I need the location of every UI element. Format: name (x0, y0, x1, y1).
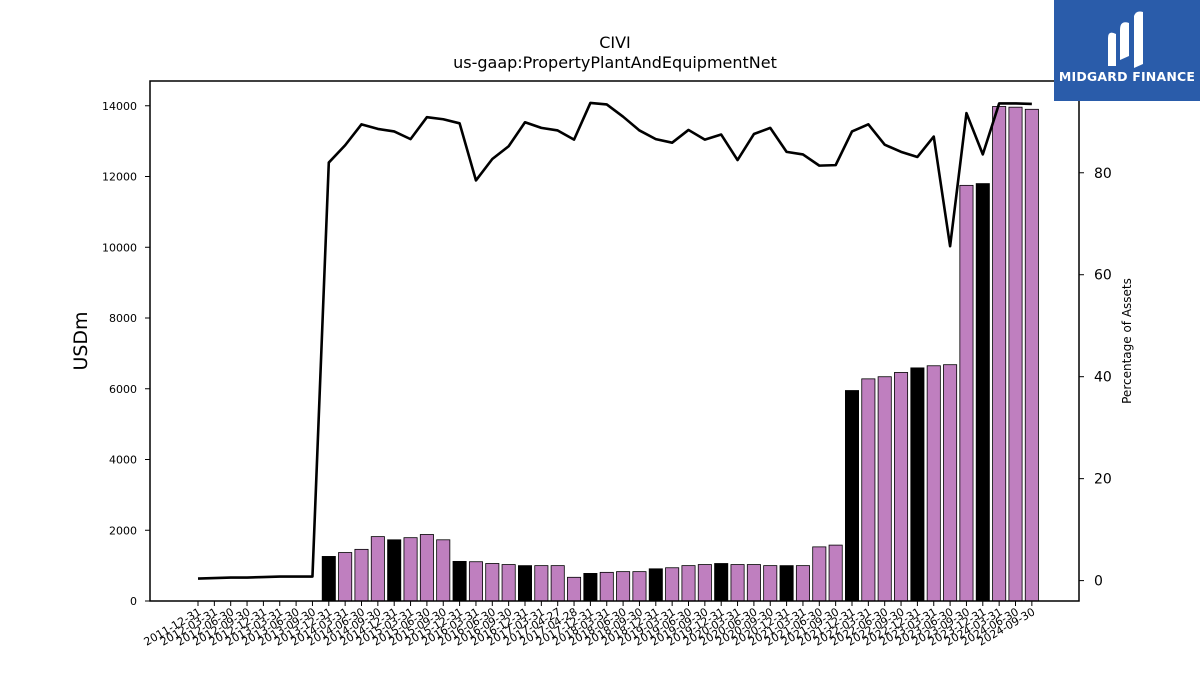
y2-tick-label: 0 (1094, 574, 1103, 590)
bar (534, 565, 549, 602)
y2-tick-label: 20 (1094, 472, 1112, 488)
y-tick-label: 6000 (109, 383, 137, 396)
y2-tick-label: 80 (1094, 166, 1112, 182)
brand-name: MIDGARD FINANCE (1058, 69, 1196, 84)
bar (910, 367, 925, 602)
bar (665, 567, 680, 602)
bar (779, 565, 794, 602)
x-axis: 2011-12-312012-03-312012-06-302012-09-30… (142, 601, 1037, 649)
y-tick-label: 8000 (109, 312, 137, 325)
y-tick-label: 2000 (109, 524, 137, 537)
chart-title: CIVI (599, 33, 631, 52)
bar (877, 376, 892, 602)
bar (518, 565, 533, 602)
y-axis: 0 2000 4000 6000 8000 10000 12000 14000 (102, 100, 150, 608)
line-series (197, 101, 1032, 580)
bar (452, 560, 467, 602)
bar (1024, 108, 1039, 602)
bar (550, 565, 565, 602)
bar (763, 565, 778, 602)
bar (485, 563, 500, 602)
bar (321, 556, 336, 602)
bar (648, 568, 663, 602)
bar (436, 539, 451, 602)
bar (894, 372, 909, 602)
bar (354, 548, 369, 602)
bar (403, 537, 418, 602)
bar (714, 563, 729, 602)
bar (992, 106, 1007, 602)
bar (501, 564, 516, 602)
midgard-logo-icon (1108, 11, 1143, 68)
chart-subtitle: us-gaap:PropertyPlantAndEquipmentNet (453, 53, 777, 72)
y-tick-label: 14000 (102, 100, 137, 113)
brand-logo: MIDGARD FINANCE (1054, 0, 1200, 101)
bar (632, 571, 647, 602)
bar (697, 564, 712, 602)
y-axis-label: USDm (70, 311, 92, 370)
y-tick-label: 0 (130, 595, 137, 608)
bar (338, 552, 353, 602)
bar (845, 390, 860, 602)
y-tick-label: 12000 (102, 171, 137, 184)
y2-tick-label: 60 (1094, 268, 1112, 284)
bar (419, 534, 434, 602)
bar (468, 561, 483, 602)
bar (681, 565, 696, 602)
bar-series (321, 106, 1039, 602)
bar (959, 184, 974, 602)
bar (583, 573, 598, 602)
bar (387, 539, 402, 602)
y-tick-label: 10000 (102, 241, 137, 254)
y2-axis: 0 20 40 60 80 (1079, 166, 1112, 590)
percentage-line (197, 101, 1032, 580)
bar (370, 536, 385, 602)
y-tick-label: 4000 (109, 454, 137, 467)
bar (616, 571, 631, 602)
bar (1008, 106, 1023, 602)
bar (975, 183, 990, 602)
bar (926, 365, 941, 602)
y2-axis-label: Percentage of Assets (1120, 278, 1134, 404)
bar (861, 378, 876, 602)
bar (730, 564, 745, 602)
bar (795, 565, 810, 602)
bar (599, 571, 614, 602)
bar (812, 546, 827, 602)
bar (746, 564, 761, 602)
bar (567, 576, 582, 602)
y2-tick-label: 40 (1094, 370, 1112, 386)
bar (943, 364, 958, 602)
bar (828, 544, 843, 602)
plot-frame (149, 80, 1080, 602)
